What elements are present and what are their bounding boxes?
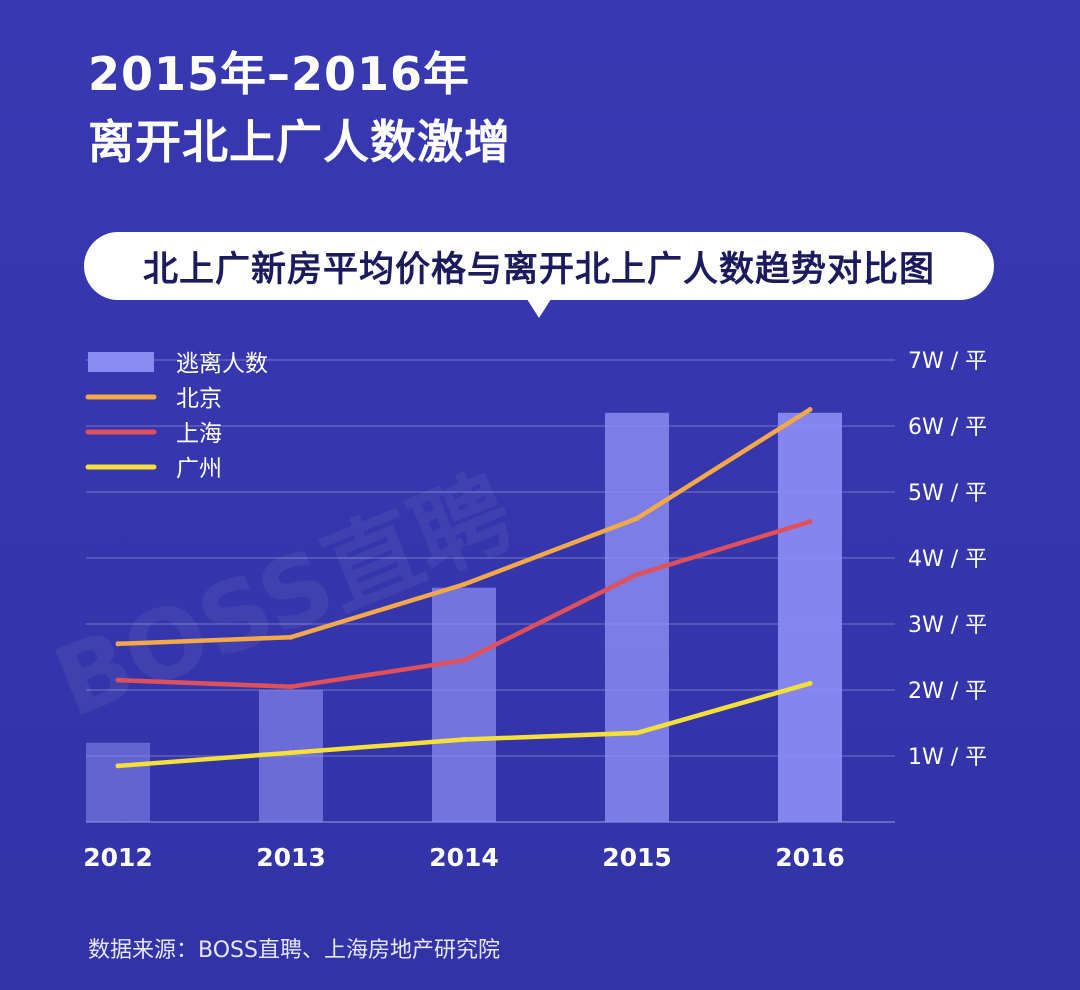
bar-2014 bbox=[432, 587, 496, 822]
series-point bbox=[461, 657, 467, 663]
data-source-note: 数据来源：BOSS直聘、上海房地产研究院 bbox=[88, 938, 500, 963]
chart-subtitle: 北上广新房平均价格与离开北上广人数趋势对比图 bbox=[142, 249, 935, 290]
y-tick-label: 5W / 平 bbox=[908, 481, 987, 506]
series-point bbox=[634, 572, 640, 577]
x-tick-label: 2012 bbox=[83, 843, 153, 872]
series-point bbox=[115, 677, 121, 683]
y-tick-label: 4W / 平 bbox=[908, 547, 987, 572]
series-point bbox=[115, 763, 121, 769]
series-point bbox=[807, 407, 813, 412]
title-line-1: 2015年–2016年 bbox=[88, 47, 471, 101]
legend-label: 北京 bbox=[176, 386, 222, 412]
series-point bbox=[288, 750, 294, 756]
legend-swatch-bars bbox=[88, 352, 154, 372]
chart-subtitle-bubble: 北上广新房平均价格与离开北上广人数趋势对比图 bbox=[84, 232, 994, 300]
series-point bbox=[115, 641, 121, 647]
bar-2012 bbox=[86, 742, 150, 822]
legend-label: 广州 bbox=[176, 456, 222, 482]
bubble-tail-shape bbox=[525, 296, 553, 318]
y-tick-label: 1W / 平 bbox=[908, 745, 987, 770]
legend-label: 上海 bbox=[176, 421, 222, 447]
series-point bbox=[461, 581, 467, 587]
page-title: 2015年–2016年 离开北上广人数激增 bbox=[88, 40, 511, 176]
series-point bbox=[807, 519, 813, 525]
series-point bbox=[288, 634, 294, 640]
bar-2016 bbox=[778, 412, 842, 822]
x-tick-label: 2016 bbox=[775, 843, 845, 872]
y-tick-label: 7W / 平 bbox=[908, 349, 987, 374]
series-point bbox=[461, 737, 467, 742]
x-tick-label: 2013 bbox=[256, 843, 326, 872]
series-point bbox=[634, 515, 640, 521]
x-tick-label: 2015 bbox=[602, 843, 672, 872]
y-tick-label: 3W / 平 bbox=[908, 613, 987, 638]
series-point bbox=[634, 730, 640, 736]
title-line-2: 离开北上广人数激增 bbox=[88, 115, 511, 169]
series-point bbox=[807, 680, 813, 686]
y-tick-label: 2W / 平 bbox=[908, 679, 987, 704]
y-tick-label: 6W / 平 bbox=[908, 415, 987, 440]
legend-label: 逃离人数 bbox=[176, 351, 268, 377]
series-point bbox=[288, 684, 294, 690]
x-tick-label: 2014 bbox=[429, 843, 499, 872]
bar-2015 bbox=[605, 412, 669, 822]
